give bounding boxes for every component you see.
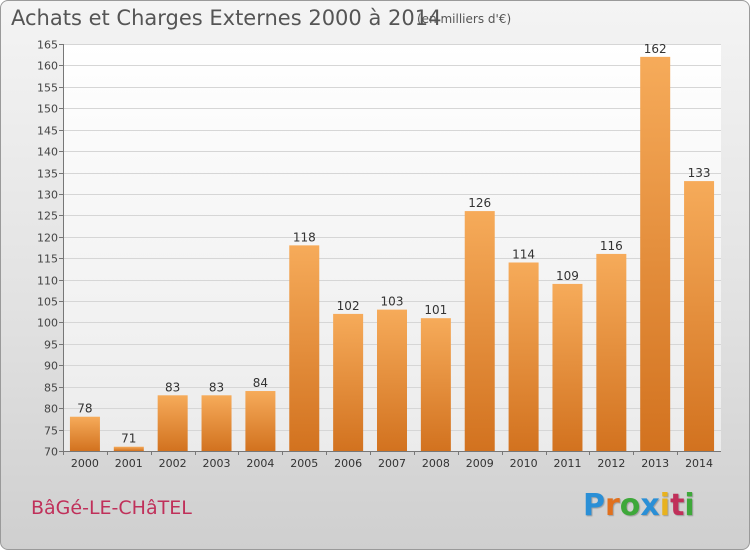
y-tick-label: 85 xyxy=(44,382,58,395)
x-tick-label: 2012 xyxy=(597,457,625,470)
x-tick-label: 2011 xyxy=(553,457,581,470)
proxiti-logo: Proxiti xyxy=(583,488,695,523)
y-tick-label: 105 xyxy=(37,296,58,309)
bar-value-label: 83 xyxy=(209,380,224,394)
bar xyxy=(508,262,539,451)
y-tick-label: 120 xyxy=(37,232,58,245)
bar-value-label: 118 xyxy=(293,230,316,244)
bar xyxy=(684,181,715,452)
bar xyxy=(201,395,232,451)
y-tick-label: 90 xyxy=(44,360,58,373)
y-tick-label: 145 xyxy=(37,125,58,138)
bar xyxy=(69,416,100,451)
commune-name: BâGé-LE-CHâTEL xyxy=(31,497,192,519)
x-tick-label: 2007 xyxy=(378,457,406,470)
y-tick-label: 130 xyxy=(37,189,58,202)
y-tick-label: 110 xyxy=(37,275,58,288)
bar xyxy=(552,283,583,451)
y-tick-label: 115 xyxy=(37,253,58,266)
x-tick-label: 2000 xyxy=(71,457,99,470)
y-tick-label: 95 xyxy=(44,339,58,352)
bar-value-label: 102 xyxy=(337,299,360,313)
x-tick-label: 2003 xyxy=(203,457,231,470)
bar xyxy=(464,211,495,451)
x-tick-label: 2004 xyxy=(246,457,274,470)
y-tick-label: 155 xyxy=(37,82,58,95)
y-tick-label: 100 xyxy=(37,317,58,330)
chart-subtitle: (en milliers d'€) xyxy=(417,12,512,26)
bar-value-label: 71 xyxy=(121,432,136,446)
x-tick-label: 2009 xyxy=(466,457,494,470)
y-tick-label: 140 xyxy=(37,146,58,159)
y-tick-label: 160 xyxy=(37,60,58,73)
x-tick-label: 2008 xyxy=(422,457,450,470)
y-tick-label: 80 xyxy=(44,403,58,416)
bar xyxy=(113,446,144,451)
y-tick-label: 135 xyxy=(37,168,58,181)
bar xyxy=(420,318,451,451)
bar-value-label: 133 xyxy=(688,166,711,180)
y-tick-label: 75 xyxy=(44,425,58,438)
x-tick-label: 2010 xyxy=(510,457,538,470)
bar-value-label: 103 xyxy=(381,295,404,309)
bar-value-label: 101 xyxy=(424,303,447,317)
bar-value-label: 126 xyxy=(468,196,491,210)
x-tick-label: 2001 xyxy=(115,457,143,470)
y-tick-label: 125 xyxy=(37,210,58,223)
bar-value-label: 116 xyxy=(600,239,623,253)
x-tick-label: 2005 xyxy=(290,457,318,470)
bar xyxy=(333,313,364,451)
bar xyxy=(596,253,627,451)
bar xyxy=(245,391,276,451)
bar-value-label: 162 xyxy=(644,42,667,56)
bar xyxy=(289,245,320,451)
y-tick-label: 165 xyxy=(37,39,58,52)
chart-title: Achats et Charges Externes 2000 à 2014 xyxy=(11,6,442,30)
bar xyxy=(377,309,407,451)
bar-value-label: 83 xyxy=(165,380,180,394)
bar-value-label: 114 xyxy=(512,247,535,261)
y-tick-label: 150 xyxy=(37,103,58,116)
x-tick-label: 2014 xyxy=(685,457,713,470)
bar xyxy=(157,395,188,451)
bar-value-label: 84 xyxy=(253,376,268,390)
x-tick-label: 2013 xyxy=(641,457,669,470)
x-tick-label: 2002 xyxy=(159,457,187,470)
bar xyxy=(640,56,671,451)
y-tick-label: 70 xyxy=(44,446,58,459)
bar-value-label: 78 xyxy=(77,402,92,416)
x-tick-label: 2006 xyxy=(334,457,362,470)
bar-value-label: 109 xyxy=(556,269,579,283)
